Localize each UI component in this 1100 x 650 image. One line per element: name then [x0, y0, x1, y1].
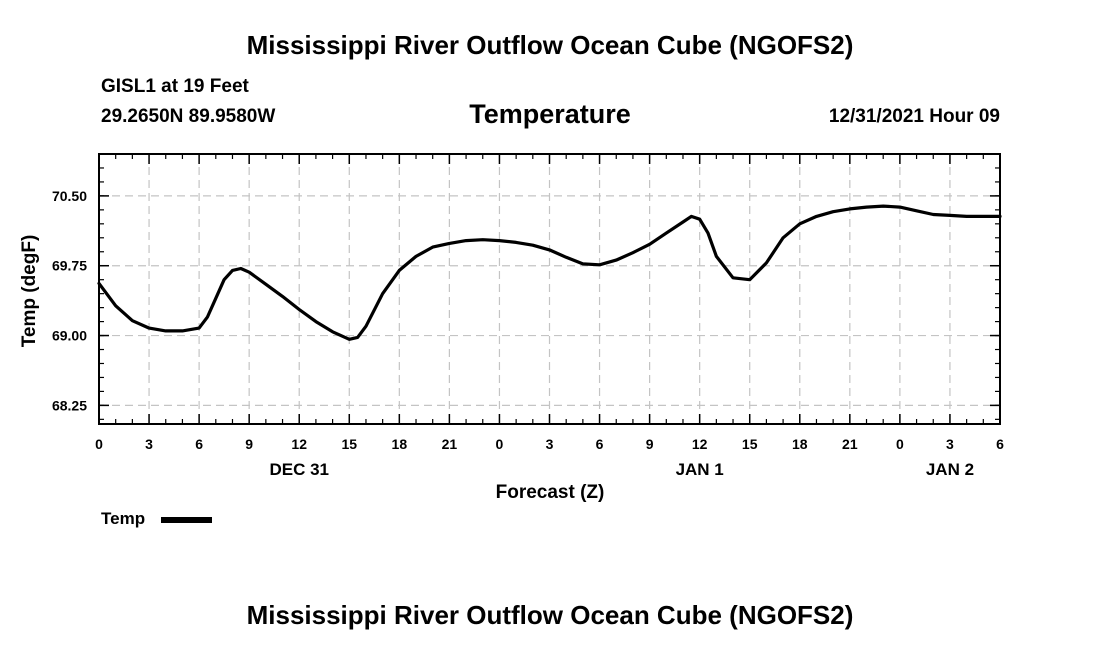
x-tick-label: 15: [341, 436, 357, 452]
y-tick-label: 69.75: [52, 258, 87, 274]
x-tick-label: 21: [442, 436, 458, 452]
legend-label: Temp: [101, 509, 146, 528]
x-tick-label: 0: [496, 436, 504, 452]
legend-line-swatch: [161, 517, 212, 523]
x-tick-label: 18: [792, 436, 808, 452]
y-axis-label: Temp (degF): [19, 235, 40, 348]
x-tick-label: 6: [195, 436, 203, 452]
x-tick-label: 6: [596, 436, 604, 452]
bottom-title: Mississippi River Outflow Ocean Cube (NG…: [246, 600, 854, 630]
top-title: Mississippi River Outflow Ocean Cube (NG…: [246, 30, 854, 60]
x-axis-label: Forecast (Z): [495, 482, 605, 503]
x-tick-label: 3: [145, 436, 153, 452]
x-tick-label: 12: [692, 436, 708, 452]
x-tick-label: 3: [946, 436, 954, 452]
x-tick-label: 21: [842, 436, 858, 452]
y-tick-label: 69.00: [52, 328, 87, 344]
x-tick-label: 0: [95, 436, 103, 452]
y-tick-label: 70.50: [52, 188, 87, 204]
x-tick-label: 15: [742, 436, 758, 452]
station-name: GISL1 at 19 Feet: [101, 76, 249, 97]
x-tick-label: 0: [896, 436, 904, 452]
chart-title: Temperature: [469, 99, 631, 129]
x-tick-label: 6: [996, 436, 1004, 452]
station-coordinates: 29.2650N 89.9580W: [101, 106, 276, 127]
forecast-datetime: 12/31/2021 Hour 09: [828, 106, 1000, 127]
x-tick-label: 12: [291, 436, 307, 452]
x-tick-label: 9: [245, 436, 253, 452]
date-label: JAN 1: [676, 460, 724, 479]
x-tick-label: 18: [392, 436, 408, 452]
date-label: JAN 2: [926, 460, 974, 479]
y-tick-label: 68.25: [52, 397, 87, 413]
temp-series-line: [97, 204, 1002, 341]
date-label: DEC 31: [269, 460, 329, 479]
x-tick-label: 3: [546, 436, 554, 452]
x-tick-label: 9: [646, 436, 654, 452]
